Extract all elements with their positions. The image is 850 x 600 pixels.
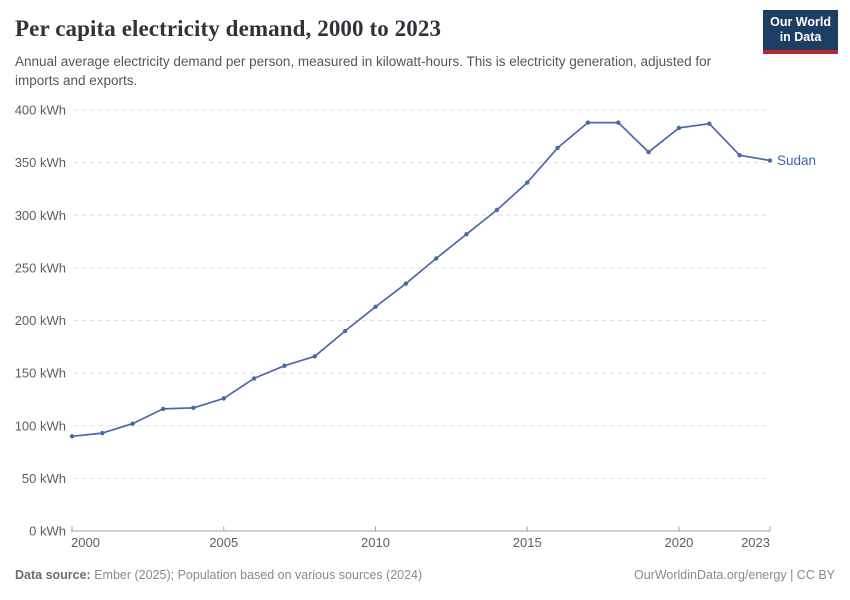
y-axis-tick-label: 50 kWh [22, 471, 66, 486]
owid-logo[interactable]: Our World in Data [763, 10, 838, 54]
data-point [737, 153, 742, 158]
data-point [312, 354, 317, 359]
data-point [221, 396, 226, 401]
data-point [464, 231, 469, 237]
data-point [251, 376, 257, 381]
series-end-label: Sudan [777, 153, 816, 168]
data-point [403, 281, 409, 286]
y-axis-tick-label: 400 kWh [15, 103, 66, 118]
data-point [707, 121, 712, 126]
line-chart: 0 kWh 50 kWh 100 kWh 150 kWh 200 kWh 250 kWh 3… [0, 88, 850, 563]
y-axis-tick-label: 100 kWh [15, 418, 66, 433]
y-axis-tick-label: 300 kWh [15, 208, 66, 223]
y-axis-tick-label: 350 kWh [15, 155, 66, 170]
data-point [676, 125, 682, 131]
data-point [585, 120, 591, 125]
y-axis-tick-label: 200 kWh [15, 313, 66, 328]
data-point [191, 405, 196, 411]
line-chart-svg: 0 kWh 50 kWh 100 kWh 150 kWh 200 kWh 250 kWh 3… [15, 103, 816, 551]
owid-url-license: OurWorldinData.org/energy | CC BY [633, 568, 835, 582]
data-point [525, 180, 530, 185]
data-point [373, 304, 378, 310]
owid-logo-line1: Our World [770, 15, 831, 29]
owid-logo-line2: in Data [779, 30, 822, 45]
x-axis-tick-label: 2020 [664, 535, 693, 550]
data-source-text: Ember (2025); Population based on variou… [90, 568, 423, 582]
x-axis-tick-label: 2005 [209, 535, 238, 550]
y-axis-tick-label: 250 kWh [15, 260, 66, 275]
x-axis-tick-label: 2023 [741, 535, 770, 550]
data-point [494, 207, 500, 213]
data-source-label: Data source: [15, 568, 91, 582]
data-point [767, 158, 773, 163]
data-point [100, 430, 105, 436]
y-axis-tick-label: 150 kWh [15, 366, 66, 381]
x-axis-tick-label: 2015 [513, 535, 542, 550]
data-point [646, 149, 651, 155]
data-source-note: Data source: Ember (2025); Population ba… [15, 568, 422, 582]
x-axis-tick-label: 2000 [71, 535, 100, 550]
x-axis-tick-label: 2010 [361, 535, 390, 550]
data-point [433, 256, 439, 261]
chart-title: Per capita electricity demand, 2000 to 2… [15, 16, 442, 41]
data-point [160, 406, 166, 412]
chart-subtitle: Annual average electricity demand per pe… [15, 54, 712, 89]
data-point [130, 421, 135, 426]
data-point [555, 145, 560, 151]
chart-footer: Data source: Ember (2025); Population ba… [15, 568, 835, 582]
data-point [282, 363, 287, 368]
data-line [71, 121, 771, 438]
data-point [69, 434, 75, 439]
y-axis-tick-label: 0 kWh [29, 524, 66, 539]
data-point [616, 120, 621, 125]
data-point [342, 328, 348, 334]
